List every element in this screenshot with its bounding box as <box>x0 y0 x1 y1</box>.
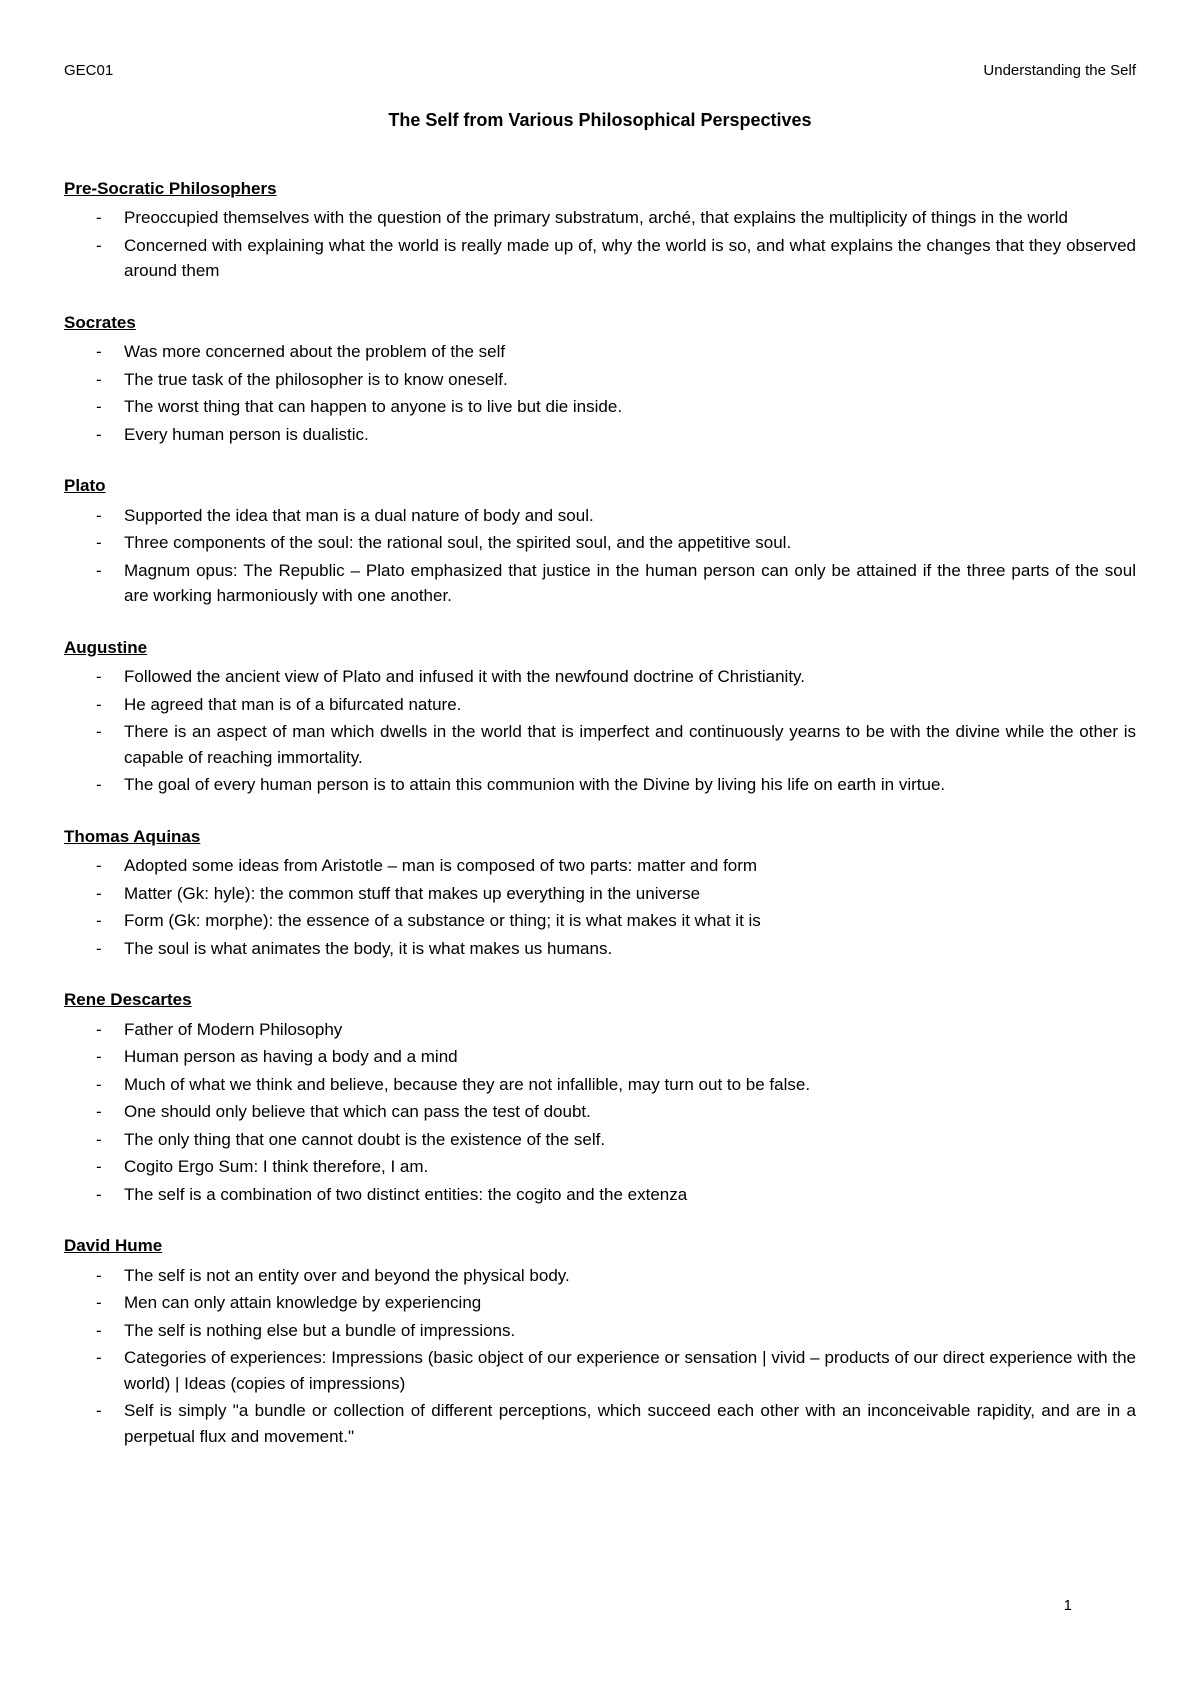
sections-container: Pre-Socratic Philosophers Preoccupied the… <box>64 176 1136 1450</box>
section-heading: Pre-Socratic Philosophers <box>64 176 1136 202</box>
section-heading: Rene Descartes <box>64 987 1136 1013</box>
list-item: Men can only attain knowledge by experie… <box>124 1290 1136 1316</box>
bullet-list: Followed the ancient view of Plato and i… <box>64 664 1136 798</box>
list-item: Preoccupied themselves with the question… <box>124 205 1136 231</box>
bullet-list: Was more concerned about the problem of … <box>64 339 1136 447</box>
section-heading: Plato <box>64 473 1136 499</box>
section-heading: David Hume <box>64 1233 1136 1259</box>
section-heading: Augustine <box>64 635 1136 661</box>
list-item: The goal of every human person is to att… <box>124 772 1136 798</box>
list-item: The self is nothing else but a bundle of… <box>124 1318 1136 1344</box>
header-right: Understanding the Self <box>983 60 1136 83</box>
list-item: The true task of the philosopher is to k… <box>124 367 1136 393</box>
list-item: The worst thing that can happen to anyon… <box>124 394 1136 420</box>
bullet-list: Preoccupied themselves with the question… <box>64 205 1136 284</box>
list-item: The self is not an entity over and beyon… <box>124 1263 1136 1289</box>
section: Pre-Socratic Philosophers Preoccupied the… <box>64 176 1136 284</box>
section: Socrates Was more concerned about the pro… <box>64 310 1136 448</box>
bullet-list: Father of Modern PhilosophyHuman person … <box>64 1017 1136 1208</box>
list-item: Supported the idea that man is a dual na… <box>124 503 1136 529</box>
list-item: Cogito Ergo Sum: I think therefore, I am… <box>124 1154 1136 1180</box>
section-heading: Socrates <box>64 310 1136 336</box>
list-item: Self is simply "a bundle or collection o… <box>124 1398 1136 1449</box>
list-item: Adopted some ideas from Aristotle – man … <box>124 853 1136 879</box>
section: David Hume The self is not an entity over… <box>64 1233 1136 1449</box>
section-heading: Thomas Aquinas <box>64 824 1136 850</box>
list-item: Was more concerned about the problem of … <box>124 339 1136 365</box>
bullet-list: The self is not an entity over and beyon… <box>64 1263 1136 1450</box>
list-item: Followed the ancient view of Plato and i… <box>124 664 1136 690</box>
list-item: Much of what we think and believe, becau… <box>124 1072 1136 1098</box>
list-item: Form (Gk: morphe): the essence of a subs… <box>124 908 1136 934</box>
list-item: Matter (Gk: hyle): the common stuff that… <box>124 881 1136 907</box>
list-item: Human person as having a body and a mind <box>124 1044 1136 1070</box>
section: Augustine Followed the ancient view of Pl… <box>64 635 1136 798</box>
list-item: Concerned with explaining what the world… <box>124 233 1136 284</box>
list-item: One should only believe that which can p… <box>124 1099 1136 1125</box>
list-item: There is an aspect of man which dwells i… <box>124 719 1136 770</box>
section: Rene Descartes Father of Modern Philosoph… <box>64 987 1136 1207</box>
list-item: He agreed that man is of a bifurcated na… <box>124 692 1136 718</box>
list-item: Categories of experiences: Impressions (… <box>124 1345 1136 1396</box>
page-number: 1 <box>1064 1595 1072 1618</box>
document-title: The Self from Various Philosophical Pers… <box>64 107 1136 134</box>
section: Thomas Aquinas Adopted some ideas from Ar… <box>64 824 1136 962</box>
list-item: The soul is what animates the body, it i… <box>124 936 1136 962</box>
header-left: GEC01 <box>64 60 113 83</box>
list-item: Three components of the soul: the ration… <box>124 530 1136 556</box>
page-header: GEC01 Understanding the Self <box>64 60 1136 83</box>
bullet-list: Supported the idea that man is a dual na… <box>64 503 1136 609</box>
bullet-list: Adopted some ideas from Aristotle – man … <box>64 853 1136 961</box>
section: Plato Supported the idea that man is a du… <box>64 473 1136 609</box>
list-item: The self is a combination of two distinc… <box>124 1182 1136 1208</box>
list-item: Every human person is dualistic. <box>124 422 1136 448</box>
list-item: Magnum opus: The Republic – Plato emphas… <box>124 558 1136 609</box>
list-item: The only thing that one cannot doubt is … <box>124 1127 1136 1153</box>
list-item: Father of Modern Philosophy <box>124 1017 1136 1043</box>
